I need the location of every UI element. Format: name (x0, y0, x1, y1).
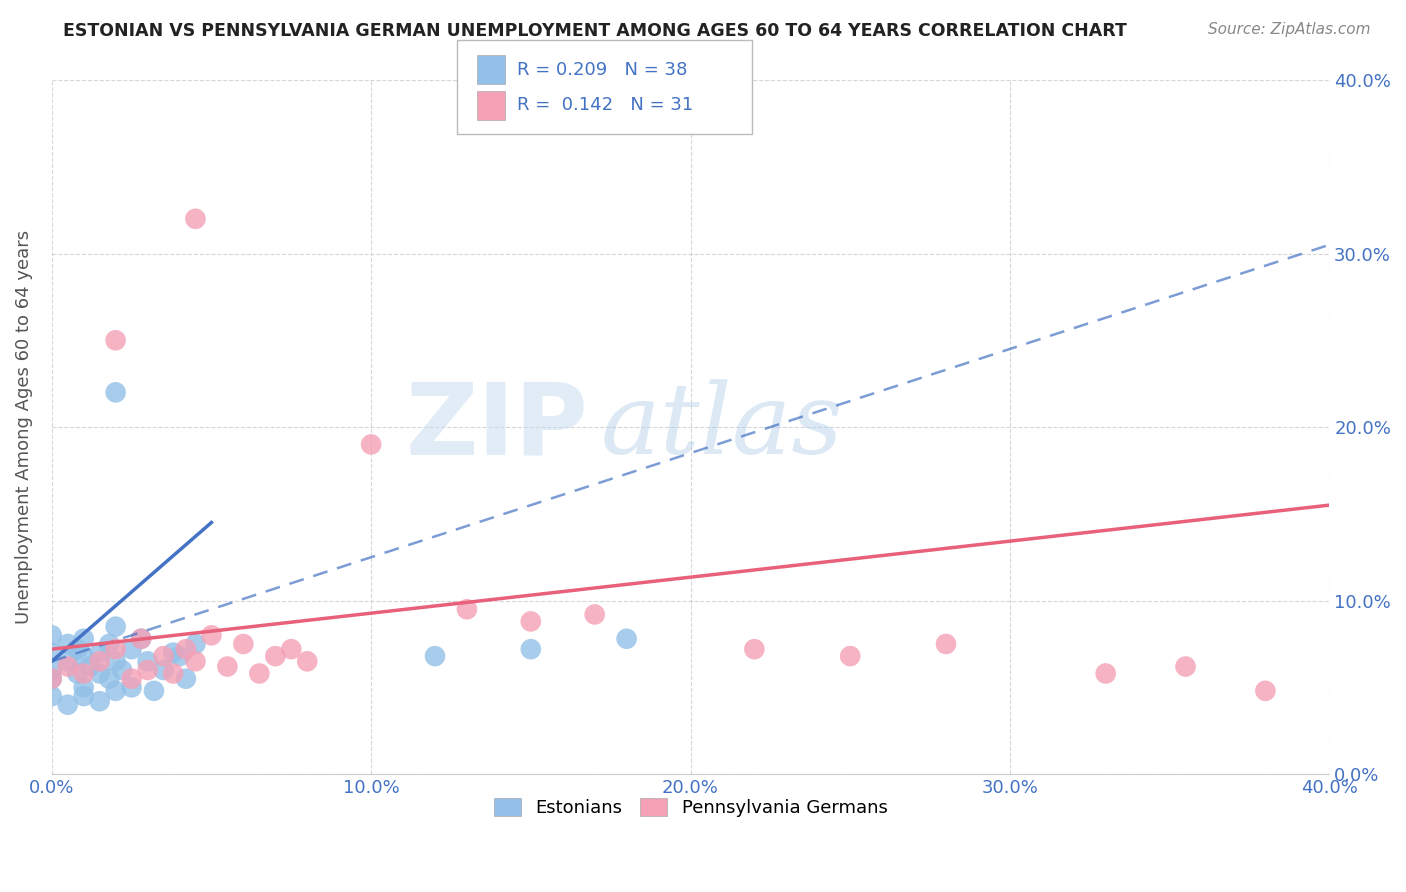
Point (104, 619, 127, 633)
Point (89, 654, 111, 668)
Point (41, 628, 63, 642)
Point (104, 642, 127, 657)
Text: R =  0.142   N = 31: R = 0.142 N = 31 (517, 96, 693, 114)
Point (456, 602, 478, 616)
Text: atlas: atlas (602, 379, 844, 475)
Point (56, 659, 79, 673)
Point (89, 646, 111, 660)
Point (104, 385, 127, 400)
Point (152, 663, 174, 677)
Text: R = 0.209   N = 38: R = 0.209 N = 38 (517, 61, 688, 78)
Point (41, 646, 63, 660)
Point (129, 632, 152, 646)
Point (121, 642, 143, 657)
Point (217, 659, 239, 673)
Point (520, 615, 543, 629)
Point (169, 649, 191, 664)
Point (98, 672, 121, 686)
Point (104, 333, 127, 347)
Point (583, 607, 606, 622)
Point (174, 642, 197, 657)
Point (66, 642, 89, 657)
Point (41, 672, 63, 686)
Point (89, 666, 111, 681)
Point (280, 642, 302, 657)
Point (73, 649, 96, 664)
Point (66, 666, 89, 681)
Point (744, 642, 766, 657)
Legend: Estonians, Pennsylvania Germans: Estonians, Pennsylvania Germans (486, 790, 894, 824)
Point (935, 637, 957, 651)
Point (174, 672, 197, 686)
Point (136, 654, 159, 668)
Point (104, 683, 127, 698)
Point (79, 659, 101, 673)
Point (111, 663, 134, 677)
Text: ESTONIAN VS PENNSYLVANIA GERMAN UNEMPLOYMENT AMONG AGES 60 TO 64 YEARS CORRELATI: ESTONIAN VS PENNSYLVANIA GERMAN UNEMPLOY… (63, 22, 1128, 40)
Point (264, 649, 287, 664)
Point (184, 211, 207, 226)
Point (297, 654, 319, 668)
Point (162, 646, 184, 660)
Point (73, 666, 96, 681)
Point (89, 694, 111, 708)
Point (184, 654, 207, 668)
Point (423, 649, 446, 664)
Point (162, 666, 184, 681)
Point (1254, 683, 1277, 698)
Point (616, 632, 638, 646)
Point (520, 642, 543, 657)
Point (184, 637, 207, 651)
Point (41, 663, 63, 677)
Point (129, 632, 152, 646)
Point (200, 628, 222, 642)
Point (73, 681, 96, 695)
Point (104, 654, 127, 668)
Point (121, 672, 143, 686)
Y-axis label: Unemployment Among Ages 60 to 64 years: Unemployment Among Ages 60 to 64 years (15, 230, 32, 624)
Point (73, 632, 96, 646)
Point (56, 637, 79, 651)
Text: ZIP: ZIP (405, 378, 588, 475)
Point (41, 689, 63, 703)
Point (121, 681, 143, 695)
Point (1094, 666, 1116, 681)
Point (839, 649, 862, 664)
Point (56, 698, 79, 712)
Point (56, 654, 79, 668)
Point (1174, 659, 1197, 673)
Point (142, 683, 165, 698)
Text: Source: ZipAtlas.com: Source: ZipAtlas.com (1208, 22, 1371, 37)
Point (136, 663, 159, 677)
Point (152, 649, 174, 664)
Point (232, 637, 254, 651)
Point (360, 437, 382, 451)
Point (98, 637, 121, 651)
Point (73, 689, 96, 703)
Point (247, 666, 270, 681)
Point (41, 672, 63, 686)
